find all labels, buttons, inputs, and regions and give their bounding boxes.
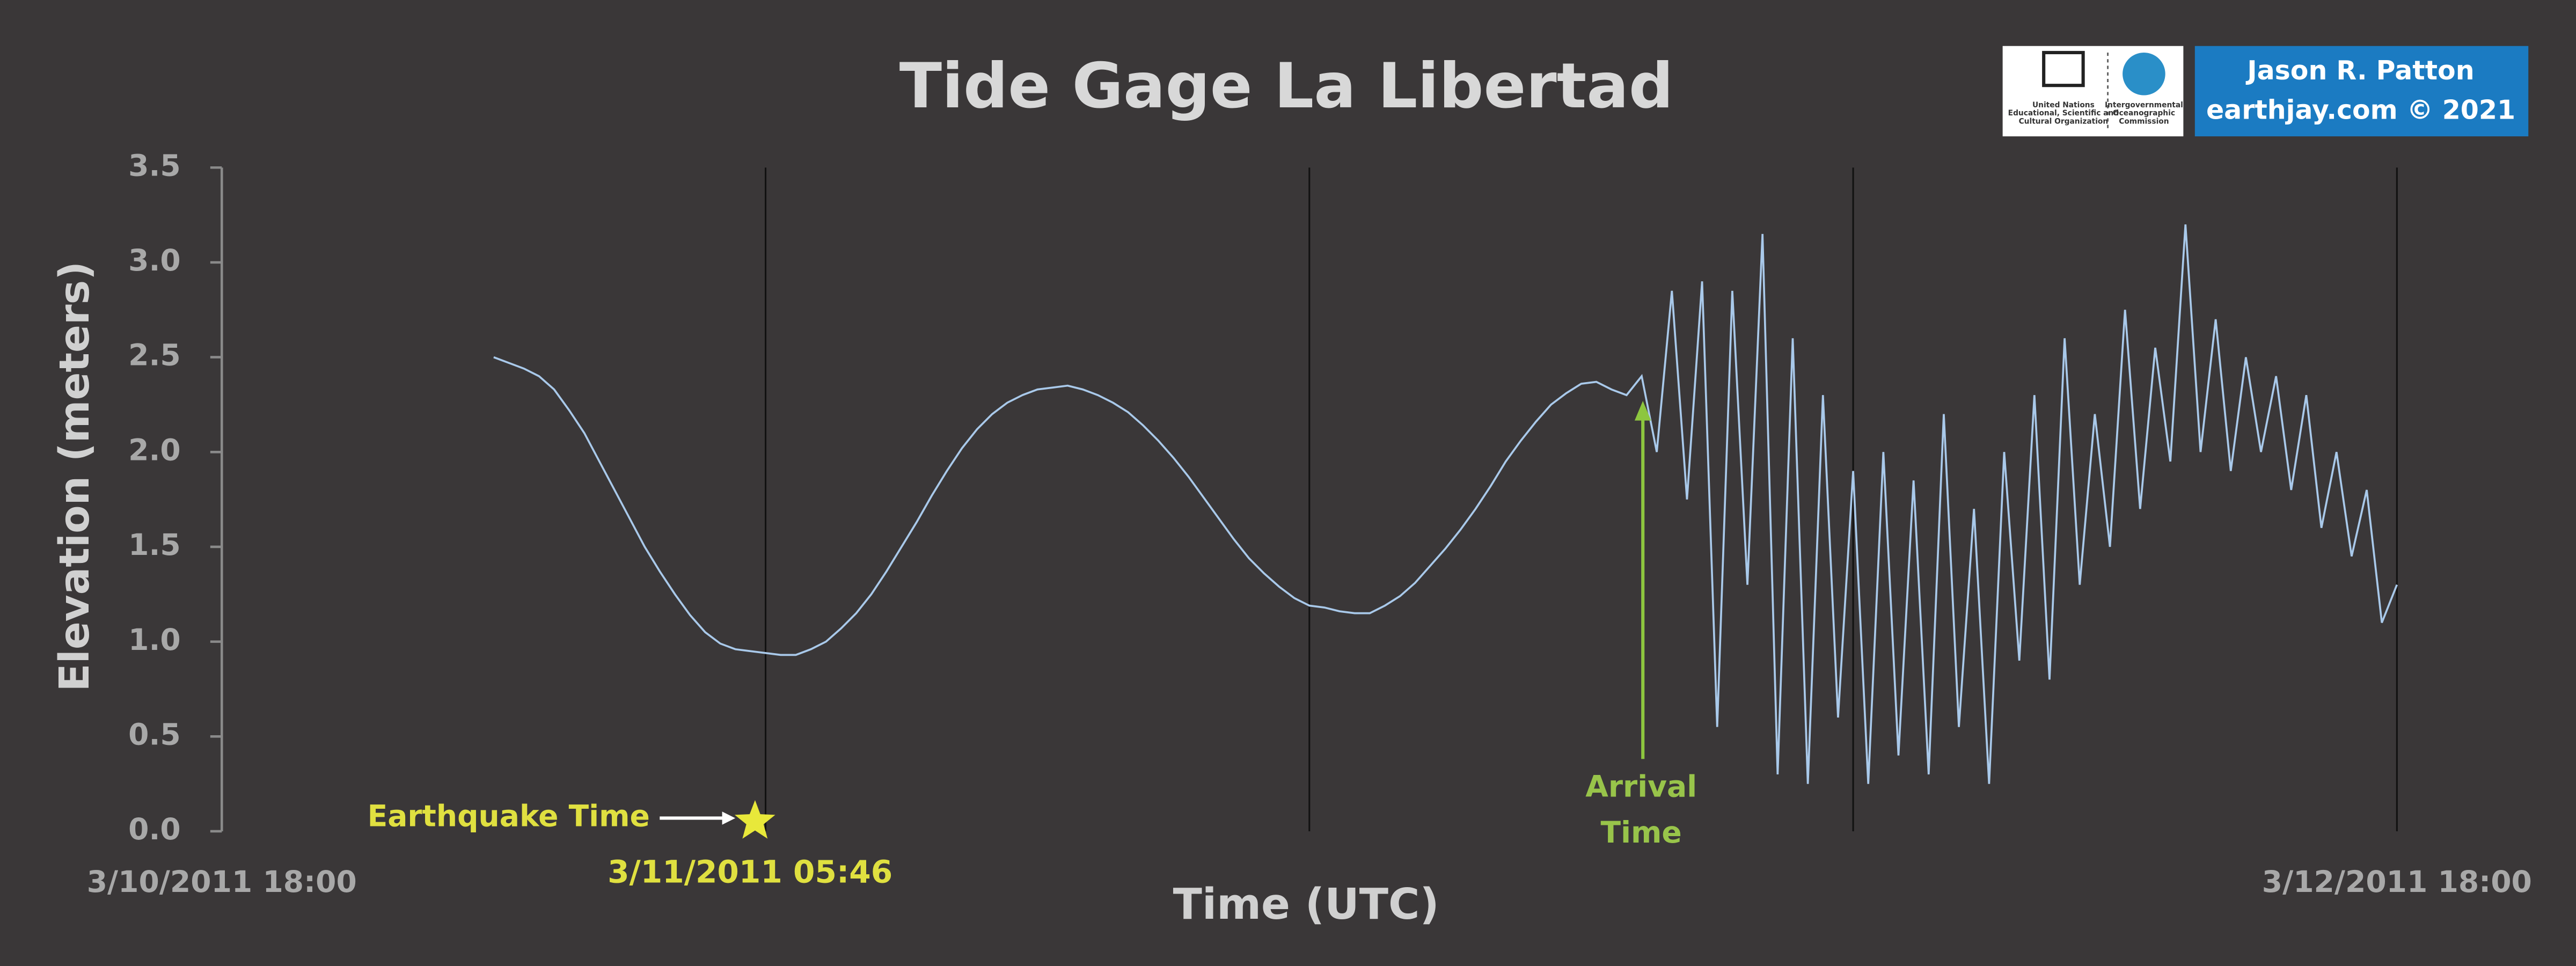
- x-tick-label: 3/10/2011 18:00: [87, 865, 357, 899]
- credit-box: [2194, 46, 2529, 137]
- y-tick-label: 0.5: [128, 717, 181, 751]
- earthquake-time: 3/11/2011 05:46: [608, 854, 892, 890]
- y-tick-label: 2.0: [128, 433, 181, 467]
- arrival-label: Arrival: [1585, 770, 1697, 804]
- y-axis-label: Elevation (meters): [51, 261, 99, 692]
- ioc-text: Intergovernmental: [2105, 101, 2183, 109]
- earthquake-label: Earthquake Time: [368, 799, 650, 833]
- y-tick-label: 3.0: [128, 243, 181, 277]
- ioc-text: Commission: [2119, 118, 2169, 126]
- unesco-text: Cultural Organization: [2019, 118, 2109, 126]
- y-tick-label: 0.0: [128, 812, 181, 846]
- tide-line: [493, 224, 2398, 784]
- ioc-text: Oceanographic: [2113, 109, 2175, 118]
- ioc-icon: [2123, 52, 2165, 96]
- x-axis-label: Time (UTC): [1173, 879, 1439, 929]
- credit-author: Jason R. Patton: [2245, 55, 2474, 86]
- y-tick-label: 1.5: [128, 528, 181, 562]
- arrival-arrowhead: [1634, 400, 1651, 421]
- earthquake-star: [734, 800, 775, 839]
- y-tick-label: 3.5: [128, 148, 181, 182]
- x-tick-label: 3/12/2011 18:00: [2262, 865, 2532, 899]
- credit-site: earthjay.com © 2021: [2206, 95, 2515, 126]
- y-tick-label: 2.5: [128, 338, 181, 372]
- unesco-text: Educational, Scientific and: [2008, 109, 2119, 118]
- chart-title: Tide Gage La Libertad: [899, 50, 1673, 122]
- arrival-label: Time: [1601, 815, 1682, 850]
- earthquake-arrowhead: [722, 811, 736, 825]
- unesco-text: United Nations: [2032, 101, 2095, 109]
- y-tick-label: 1.0: [128, 623, 181, 657]
- unesco-icon: [2042, 50, 2085, 87]
